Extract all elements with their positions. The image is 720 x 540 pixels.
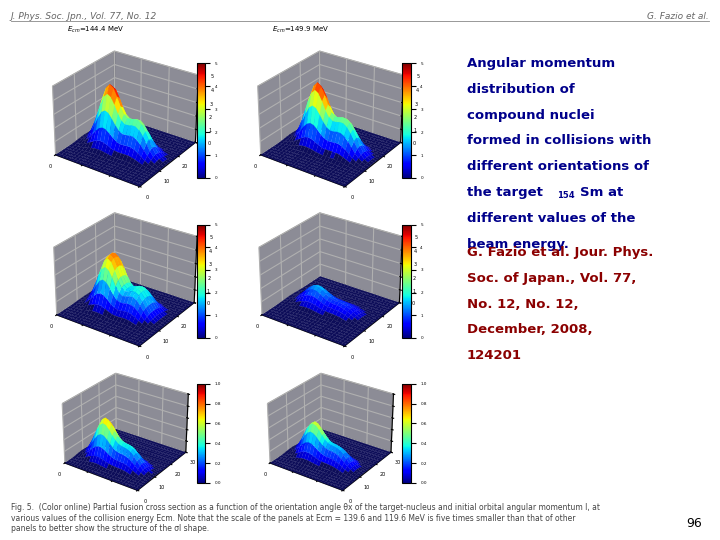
Text: the target: the target (467, 186, 547, 199)
Text: different orientations of: different orientations of (467, 160, 649, 173)
Text: $E_{cm}$=163.9 MeV: $E_{cm}$=163.9 MeV (67, 187, 125, 197)
Text: 96: 96 (686, 517, 702, 530)
Text: $E_{cm}$=129.6 MeV: $E_{cm}$=129.6 MeV (272, 349, 329, 359)
Text: 154: 154 (557, 191, 574, 200)
Text: December, 2008,: December, 2008, (467, 323, 592, 336)
Text: 124201: 124201 (467, 349, 521, 362)
Text: G. Fazio et al.: G. Fazio et al. (647, 12, 709, 21)
Text: J. Phys. Soc. Jpn., Vol. 77, No. 12: J. Phys. Soc. Jpn., Vol. 77, No. 12 (11, 12, 157, 21)
Text: Soc. of Japan., Vol. 77,: Soc. of Japan., Vol. 77, (467, 272, 636, 285)
Text: G. Fazio et al. Jour. Phys.: G. Fazio et al. Jour. Phys. (467, 246, 653, 259)
Text: distribution of: distribution of (467, 83, 575, 96)
Text: $E_{cm}$=173.4 MeV: $E_{cm}$=173.4 MeV (67, 349, 125, 359)
Text: beam energy.: beam energy. (467, 238, 568, 251)
Text: $E_{cm}$=144.4 MeV: $E_{cm}$=144.4 MeV (67, 25, 125, 35)
Text: Fig. 5.  (Color online) Partial fusion cross section as a function of the orient: Fig. 5. (Color online) Partial fusion cr… (11, 503, 600, 533)
Text: compound nuclei: compound nuclei (467, 109, 594, 122)
Text: No. 12, No. 12,: No. 12, No. 12, (467, 298, 578, 310)
Text: different values of the: different values of the (467, 212, 635, 225)
Text: $E_{cm}$=149.9 MeV: $E_{cm}$=149.9 MeV (272, 25, 330, 35)
Text: $E_{cm}$=144.7 MeV: $E_{cm}$=144.7 MeV (272, 187, 329, 197)
Text: formed in collisions with: formed in collisions with (467, 134, 651, 147)
Text: Sm at: Sm at (580, 186, 624, 199)
Text: Angular momentum: Angular momentum (467, 57, 615, 70)
